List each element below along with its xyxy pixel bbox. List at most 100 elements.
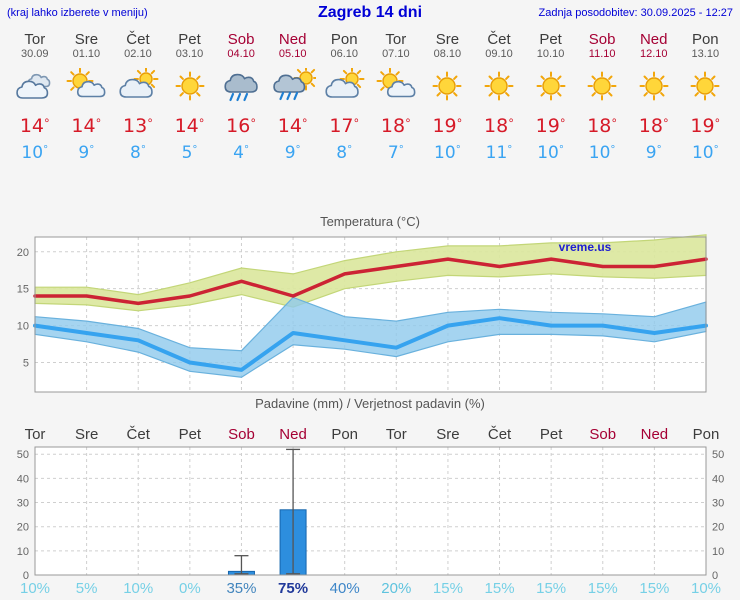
day-column: Pon 13.10 19° 10° [680, 31, 732, 165]
day-column: Tor 30.09 14° 10° [9, 31, 61, 165]
weather-icon-slot [267, 61, 319, 108]
raindrop [243, 92, 249, 102]
day-date: 05.10 [278, 48, 307, 60]
precip-probability: 15% [433, 580, 463, 597]
topbar: (kraj lahko izberete v meniju) Zagreb 14… [0, 4, 740, 24]
cloudy-icon [16, 73, 51, 99]
weather-icon-slot [576, 61, 628, 108]
precip-probability: 35% [226, 580, 256, 597]
day-column: Sre 08.10 19° 10° [422, 31, 474, 165]
sun-ray [310, 68, 315, 74]
min-temperature: 10° [21, 143, 49, 163]
day-name: Tor [385, 31, 407, 48]
precip-probability: 15% [639, 580, 669, 597]
weather-icon-slot [628, 61, 680, 108]
temp-y-tick-label: 10 [17, 321, 29, 333]
day-date: 01.10 [72, 48, 101, 60]
precip-y-tick-left: 20 [17, 522, 29, 534]
cloud-shape [224, 73, 258, 93]
sun-ray [540, 92, 545, 97]
sun-ray [296, 68, 301, 74]
precip-plot-frame [34, 446, 707, 576]
min-temperature: 8° [336, 143, 353, 163]
sun-ray [136, 69, 142, 75]
min-temperature: 9° [284, 143, 301, 163]
precip-probability: 40% [330, 580, 360, 597]
raindrop [279, 91, 284, 101]
precip-day-label: Pon [331, 426, 358, 443]
sun-disc [438, 77, 457, 95]
day-column: Pon 06.10 17° 8° [318, 31, 370, 165]
precipitation-chart: Padavine (mm) / Verjetnost padavin (%) To… [17, 398, 725, 597]
precip-day-label: Sob [589, 426, 616, 443]
precip-chart-title: Padavine (mm) / Verjetnost padavin (%) [255, 398, 485, 411]
weather-icon-slot [680, 61, 732, 108]
precip-probability: 10% [691, 580, 721, 597]
precip-y-tick-right: 0 [712, 570, 718, 582]
weather-icon-slot [215, 61, 267, 108]
day-name: Sre [74, 31, 99, 48]
raindrop [236, 92, 242, 102]
precip-day-label: Pon [693, 426, 720, 443]
day-date: 13.10 [691, 48, 720, 60]
max-temperature: 14° [174, 115, 205, 137]
sun-disc [180, 77, 199, 95]
sun-ray [591, 75, 597, 80]
max-temperature: 16° [226, 115, 257, 137]
sun-ray [356, 83, 362, 89]
sun-ray [380, 71, 385, 76]
day-date: 08.10 [433, 48, 462, 60]
sun-ray [70, 71, 75, 76]
sun-ray [150, 69, 156, 75]
cloud-shape [77, 80, 106, 98]
sun-ray [70, 86, 75, 91]
sun-ray [505, 92, 510, 97]
day-column: Sre 01.10 14° 9° [61, 31, 113, 165]
precip-probability: 5% [76, 580, 98, 597]
temp-y-tick-label: 5 [23, 357, 29, 369]
sun-ray [488, 92, 493, 97]
precip-probability: 75% [278, 580, 308, 597]
sun-ray [556, 75, 562, 80]
page-title: Zagreb 14 dni [317, 4, 423, 21]
sunny-icon [484, 71, 514, 101]
precip-day-label: Sob [228, 426, 255, 443]
day-date: 02.10 [124, 48, 152, 60]
day-date: 11.10 [588, 48, 616, 60]
max-temperature: 14° [19, 115, 50, 137]
sun-ray [643, 75, 648, 80]
day-date: 07.10 [382, 48, 410, 60]
sunny-icon [587, 71, 617, 101]
sun-ray [659, 92, 665, 97]
sun-ray [659, 75, 665, 80]
day-column: Pet 03.10 14° 5° [164, 31, 216, 165]
precip-day-label: Čet [488, 426, 512, 443]
day-column: Ned 05.10 14° 9° [267, 31, 319, 165]
precip-probability: 0% [179, 580, 201, 597]
max-temperature: 18° [380, 115, 411, 137]
min-temperature: 10° [588, 143, 616, 163]
day-column: Pet 10.10 19° 10° [525, 31, 577, 165]
cloud-sun-icon [325, 66, 365, 98]
precip-probability: 15% [485, 580, 515, 597]
temp-y-tick-label: 20 [17, 247, 29, 259]
cloud-shape [386, 80, 416, 98]
precip-day-label: Čet [127, 426, 151, 443]
sun-disc [490, 77, 508, 95]
day-column: Čet 02.10 13° 8° [112, 31, 164, 165]
weather-icon-slot [61, 61, 113, 108]
precip-day-label: Tor [386, 426, 407, 443]
min-temperature: 9° [78, 143, 95, 163]
weather-icon-slot [422, 61, 474, 108]
weather-icon-slot [370, 61, 422, 108]
sun-disc [298, 71, 313, 85]
precip-probability: 10% [20, 580, 50, 597]
day-name: Čet [126, 31, 150, 48]
sun-ray [694, 75, 700, 80]
sun-disc [696, 77, 714, 95]
precip-y-tick-left: 0 [23, 570, 29, 582]
day-name: Sre [435, 31, 460, 48]
precip-plot-area [35, 447, 706, 575]
sun-ray [711, 75, 716, 80]
max-temperature: 14° [277, 115, 308, 137]
